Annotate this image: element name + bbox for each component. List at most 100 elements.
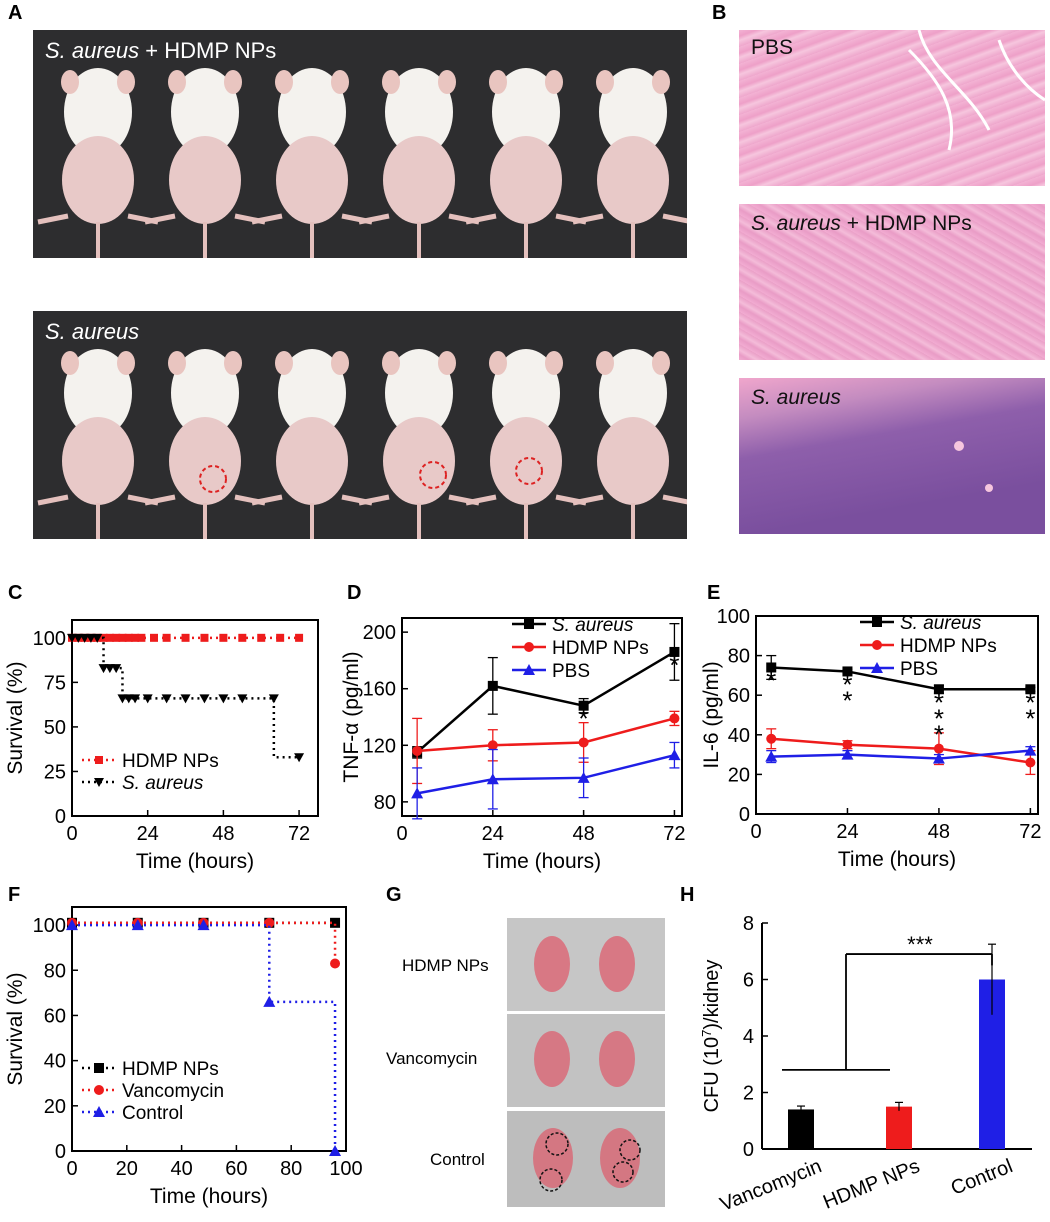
series-line xyxy=(771,749,1031,760)
mouse-ear xyxy=(652,351,670,375)
marker-square xyxy=(124,633,133,642)
legend-label: HDMP NPs xyxy=(122,751,219,772)
y-tick-label: 160 xyxy=(363,679,396,701)
marker-square xyxy=(118,633,127,642)
legend-label: S. aureus xyxy=(122,773,204,794)
kidney-photos xyxy=(507,918,665,1207)
y-tick-label: 0 xyxy=(743,1139,754,1161)
y-tick-label: 75 xyxy=(44,672,66,694)
x-tick-label: 40 xyxy=(170,1158,192,1180)
marker-square xyxy=(94,1063,104,1073)
chart-d-tnf: 0 24 48 72 80 120 160 200 Time (hours) TNF-α (pg/… xyxy=(340,615,686,873)
mouse-fur xyxy=(599,68,667,156)
legend-label: S. aureus xyxy=(552,615,634,636)
mouse-leg xyxy=(465,213,497,225)
histology-label-treated: S. aureus + HDMP NPs xyxy=(751,212,972,235)
panel-letter-f: F xyxy=(8,884,21,906)
kidney xyxy=(533,1128,573,1188)
marker-triangle xyxy=(218,694,229,704)
panel-letter-d: D xyxy=(347,582,362,604)
legend-label: HDMP NPs xyxy=(900,636,997,657)
marker-circle xyxy=(264,917,275,928)
plot-frame xyxy=(401,617,683,817)
mouse-fur xyxy=(64,349,132,437)
lesion-ring xyxy=(545,1132,569,1156)
marker-square xyxy=(330,917,341,928)
y-tick-label: 0 xyxy=(739,804,750,826)
x-tick-label: 20 xyxy=(116,1158,138,1180)
kidney-photo-vancomycin xyxy=(507,1014,665,1107)
mouse-body xyxy=(62,136,134,224)
plot-frame xyxy=(71,619,319,817)
panel-letter-b: B xyxy=(712,2,727,24)
legend-label: HDMP NPs xyxy=(122,1059,219,1080)
y-axis-label: Survival (%) xyxy=(4,972,27,1085)
marker-triangle xyxy=(104,664,115,674)
marker-square xyxy=(150,633,158,642)
significance-star: * xyxy=(934,687,944,717)
panel-letter-g: G xyxy=(386,884,402,906)
marker-triangle xyxy=(93,1106,105,1117)
marker-circle xyxy=(412,745,423,756)
mice-illustration-treated xyxy=(37,68,687,258)
marker-square xyxy=(112,633,121,642)
y-tick-label: 8 xyxy=(743,913,754,935)
mouse-body xyxy=(490,136,562,224)
y-tick-label: 0 xyxy=(55,1141,66,1163)
mouse-body xyxy=(490,417,562,505)
significance-star: * xyxy=(842,669,852,699)
mouse-ear xyxy=(168,351,186,375)
marker-square xyxy=(131,633,140,642)
legend-label: HDMP NPs xyxy=(552,638,649,659)
mouse-leg xyxy=(251,494,283,506)
marker-triangle xyxy=(237,694,248,704)
x-tick-label: 48 xyxy=(212,823,234,845)
marker-triangle xyxy=(294,753,305,763)
marker-square xyxy=(95,756,103,764)
kidney-row-label-control: Control xyxy=(430,1150,485,1169)
histology-pbs: PBS xyxy=(739,30,1045,186)
photo-label-infected: S. aureus xyxy=(45,319,140,344)
mouse-leg xyxy=(572,213,604,225)
marker-square xyxy=(276,633,285,642)
y-tick-label: 4 xyxy=(743,1026,754,1048)
marker-triangle xyxy=(161,694,172,704)
significance-star: * xyxy=(766,665,776,695)
series-s-aureus xyxy=(766,654,1036,695)
legend-label: S. aureus xyxy=(900,613,982,634)
bar-vancomycin xyxy=(788,1109,814,1149)
marker-triangle xyxy=(841,748,854,760)
y-axis-label: IL-6 (pg/ml) xyxy=(700,661,723,768)
x-tick-label: 24 xyxy=(137,823,159,845)
marker-circle xyxy=(330,958,341,969)
marker-triangle xyxy=(85,633,96,643)
mouse-ear xyxy=(382,351,400,375)
mice-photo-infected: S. aureus xyxy=(33,311,687,539)
marker-triangle xyxy=(486,773,499,785)
series-hdmp-nps xyxy=(766,728,1036,776)
legend-label: Vancomycin xyxy=(122,1081,224,1102)
marker-triangle xyxy=(123,694,134,704)
marker-circle xyxy=(524,642,534,652)
mouse-ear xyxy=(61,351,79,375)
y-tick-label: 50 xyxy=(44,717,66,739)
marker-triangle xyxy=(523,664,535,675)
legend-label: Control xyxy=(122,1103,183,1124)
mouse-leg xyxy=(144,213,176,225)
y-axis-label: Survival (%) xyxy=(4,661,27,774)
series-line xyxy=(72,923,337,1151)
marker-square xyxy=(669,646,680,657)
mouse-body xyxy=(383,136,455,224)
y-tick-label: 80 xyxy=(374,792,396,814)
marker-circle xyxy=(933,743,944,754)
mouse-leg xyxy=(251,213,283,225)
marker-triangle xyxy=(268,694,279,704)
mouse-leg xyxy=(572,494,604,506)
series-pbs xyxy=(765,744,1037,764)
lesion-ring xyxy=(612,1161,634,1183)
marker-triangle xyxy=(79,633,90,643)
marker-circle xyxy=(872,640,882,650)
mouse-body xyxy=(62,417,134,505)
y-axis-label: TNF-α (pg/ml) xyxy=(340,651,363,782)
marker-square xyxy=(238,633,247,642)
